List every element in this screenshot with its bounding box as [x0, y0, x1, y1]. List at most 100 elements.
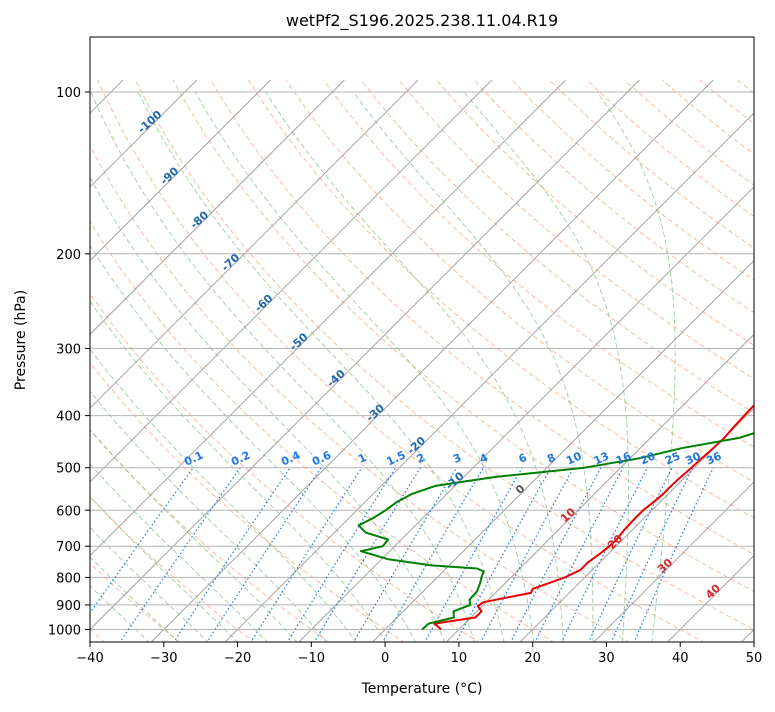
isotherm-line	[76, 80, 639, 643]
isotherm-label: -30	[364, 401, 388, 424]
mixing-ratio-line	[173, 468, 290, 643]
isotherm-label: -100	[135, 108, 164, 136]
dry-adiabat	[625, 80, 775, 643]
moist-adiabat	[0, 92, 298, 643]
mixing-ratio-line	[535, 468, 624, 643]
dry-adiabat	[738, 80, 775, 643]
x-tick-label: 20	[524, 651, 541, 666]
mixing-ratio-label: 36	[704, 449, 724, 467]
dry-adiabat	[0, 80, 255, 643]
mixing-ratio-label: 30	[683, 449, 703, 467]
y-tick-label: 600	[56, 504, 81, 519]
moist-adiabat	[353, 92, 593, 643]
mixing-ratio-line	[480, 468, 573, 643]
isotherm-label: -10	[443, 469, 467, 492]
isotherm-line	[667, 80, 775, 643]
dry-adiabat	[60, 80, 630, 643]
isotherm-label: -90	[158, 164, 182, 187]
chart-title: wetPf2_S196.2025.238.11.04.R19	[286, 11, 558, 31]
y-tick-label: 300	[56, 342, 81, 357]
isotherm-line	[0, 80, 492, 643]
mixing-ratio-label: 2	[415, 451, 427, 466]
isotherm-line	[593, 80, 775, 643]
x-tick-label: 0	[381, 651, 389, 666]
isotherm-line	[445, 80, 775, 643]
y-axis-label: Pressure (hPa)	[13, 290, 29, 390]
dry-adiabat	[135, 80, 775, 643]
dry-adiabat	[399, 80, 775, 643]
dry-adiabat	[587, 80, 775, 643]
mixing-ratio-line	[561, 468, 647, 643]
x-axis-label: Temperature (°C)	[361, 681, 483, 697]
x-tick-label: 50	[746, 651, 763, 666]
isotherm-line	[3, 80, 566, 643]
dry-adiabat	[211, 80, 775, 643]
dry-adiabat	[662, 80, 775, 643]
isotherm-label: 30	[655, 556, 675, 576]
mixing-ratio-label: 0.2	[229, 449, 252, 469]
isotherm-label: -50	[287, 330, 311, 353]
isotherm-label: 20	[605, 532, 625, 552]
x-tick-label: 30	[598, 651, 615, 666]
mixing-ratio-label: 3	[451, 451, 463, 466]
mixing-ratio-line	[456, 468, 551, 643]
mixing-ratio-label: 0.6	[310, 448, 333, 468]
y-tick-label: 500	[56, 462, 81, 477]
x-tick-label: −10	[298, 651, 325, 666]
mixing-ratio-label: 20	[638, 449, 658, 467]
y-tick-label: 1000	[48, 624, 81, 639]
dry-adiabat	[700, 80, 775, 643]
mixing-ratio-label: 0.1	[182, 449, 205, 469]
mixing-ratio-line	[353, 468, 457, 643]
mixing-ratio-label: 1	[356, 451, 368, 466]
temperature-profile-line	[435, 92, 775, 630]
plot-frame	[90, 37, 754, 642]
y-tick-label: 400	[56, 410, 81, 425]
moist-adiabat	[0, 92, 239, 643]
x-tick-label: 40	[672, 651, 689, 666]
moist-adiabat	[464, 92, 629, 643]
x-tick-label: −40	[76, 651, 103, 666]
isotherm-line	[224, 80, 775, 643]
isotherm-label: -60	[252, 292, 276, 315]
x-tick-label: −20	[224, 651, 251, 666]
mixing-ratio-line	[250, 468, 361, 643]
mixing-ratio-line	[206, 468, 321, 643]
mixing-ratio-label: 4	[478, 451, 491, 466]
mixing-ratio-line	[634, 468, 714, 643]
isotherm-line	[298, 80, 775, 643]
dry-adiabat	[248, 80, 775, 643]
moist-adiabat	[195, 92, 533, 643]
isotherm-line	[740, 80, 775, 643]
mixing-ratio-line	[588, 468, 672, 643]
moist-adiabat	[0, 92, 386, 643]
mixing-ratio-label: 1.5	[385, 449, 408, 469]
x-tick-label: −30	[150, 651, 177, 666]
isotherm-label: -80	[188, 208, 212, 231]
mixing-ratio-label: 13	[592, 449, 611, 467]
y-tick-label: 700	[56, 540, 81, 555]
mixing-ratio-label: 10	[564, 449, 584, 467]
isotherm-line	[0, 80, 197, 643]
mixing-ratio-line	[314, 468, 421, 643]
dry-adiabat	[0, 80, 405, 643]
isotherm-line	[519, 80, 775, 643]
mixing-ratio-label: 0.4	[279, 448, 302, 468]
isotherm-label: -70	[219, 251, 243, 274]
mixing-ratio-line	[69, 468, 193, 643]
y-tick-label: 800	[56, 571, 81, 586]
isotherm-label: 40	[703, 582, 723, 602]
moist-adiabat	[138, 92, 504, 643]
isotherm-line	[0, 80, 418, 643]
isotherm-label: 10	[558, 505, 578, 525]
dry-adiabat	[173, 80, 775, 643]
y-tick-label: 900	[56, 599, 81, 614]
dry-adiabat	[0, 80, 330, 643]
mixing-ratio-label: 16	[614, 449, 634, 467]
dry-adiabat	[474, 80, 775, 643]
dry-adiabat	[437, 80, 775, 643]
